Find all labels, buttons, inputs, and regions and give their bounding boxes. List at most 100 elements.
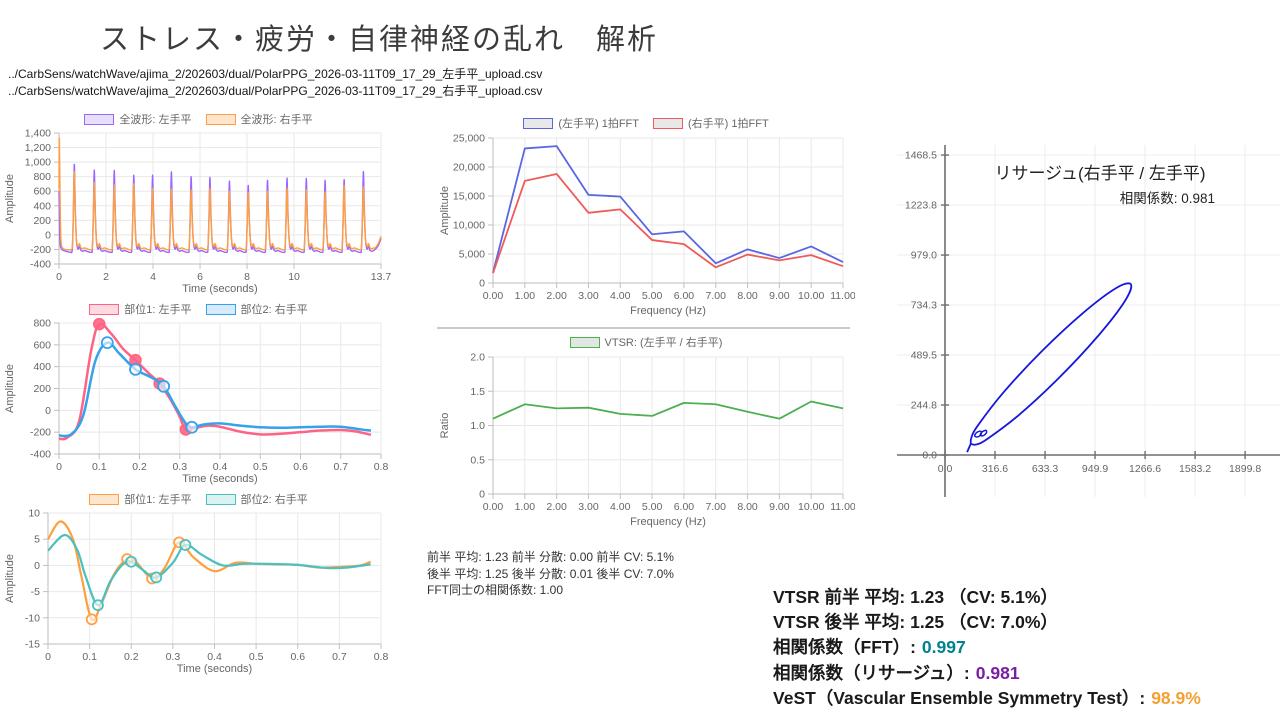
legend-item[interactable]: 部位2: 右手平 — [205, 301, 308, 317]
svg-text:7.00: 7.00 — [706, 501, 727, 513]
legend-label: (右手平) 1拍FFT — [688, 118, 769, 130]
vtsr-stats-text: 前半 平均: 1.23 前半 分散: 0.00 前半 CV: 5.1% 後半 平… — [427, 549, 674, 599]
svg-text:5.00: 5.00 — [642, 501, 663, 513]
legend-swatch — [205, 493, 236, 505]
legend-swatch — [569, 336, 600, 348]
lissajous-chart: 0.0 316.6 633.3 949.9 1266.6 1583.2 1899.8 0.0 2… — [897, 145, 1280, 497]
summary-panel: VTSR 前半 平均: 1.23 （CV: 5.1%） VTSR 後半 平均: … — [773, 585, 1201, 711]
svg-text:Time (seconds): Time (seconds) — [177, 663, 252, 675]
svg-text:0: 0 — [45, 229, 51, 241]
file-paths: ../CarbSens/watchWave/ajima_2/202603/dua… — [8, 66, 542, 100]
svg-text:11.00: 11.00 — [830, 290, 855, 302]
svg-text:1899.8: 1899.8 — [1229, 463, 1261, 475]
single-beat-legend: 部位1: 左手平 部位2: 右手平 — [2, 300, 395, 318]
svg-text:5.00: 5.00 — [642, 290, 663, 302]
svg-text:800: 800 — [33, 171, 51, 183]
svg-text:0: 0 — [56, 461, 62, 473]
svg-text:Frequency (Hz): Frequency (Hz) — [630, 516, 706, 528]
svg-text:0.3: 0.3 — [172, 461, 187, 473]
full-waveform-plot: -400 -200 0 200 400 600 800 1,000 1,200 1,400 0 2 4 6… — [4, 128, 392, 295]
svg-text:0.4: 0.4 — [207, 651, 222, 663]
svg-text:200: 200 — [33, 215, 51, 227]
full-waveform-legend: 全波形: 左手平 全波形: 右手平 — [2, 110, 395, 128]
legend-item[interactable]: (左手平) 1拍FFT — [523, 115, 639, 131]
svg-text:1.5: 1.5 — [470, 386, 485, 398]
summary-vtsr-second-half: VTSR 後半 平均: 1.25 （CV: 7.0%） — [773, 612, 1058, 633]
svg-text:3.00: 3.00 — [578, 501, 599, 513]
svg-text:0.7: 0.7 — [333, 461, 348, 473]
svg-text:0.6: 0.6 — [293, 461, 308, 473]
derivative-legend: 部位1: 左手平 部位2: 右手平 — [2, 490, 395, 508]
lissajous-title: リサージュ(右手平 / 左手平) — [994, 164, 1206, 183]
svg-text:400: 400 — [33, 200, 51, 212]
svg-text:0.3: 0.3 — [166, 651, 181, 663]
svg-text:7.00: 7.00 — [706, 290, 727, 302]
svg-text:0.0: 0.0 — [922, 450, 937, 462]
svg-text:400: 400 — [33, 361, 51, 373]
lissajous-plot: 0.0 316.6 633.3 949.9 1266.6 1583.2 1899.8 0.0 2… — [897, 145, 1280, 497]
fft-legend: (左手平) 1拍FFT (右手平) 1拍FFT — [437, 114, 855, 132]
svg-text:244.8: 244.8 — [911, 399, 937, 411]
legend-item[interactable]: 全波形: 左手平 — [84, 111, 192, 127]
legend-label: 部位2: 右手平 — [240, 494, 308, 506]
svg-text:2.00: 2.00 — [546, 290, 567, 302]
svg-text:-200: -200 — [30, 244, 51, 256]
legend-swatch — [84, 113, 115, 125]
svg-text:4: 4 — [150, 271, 156, 283]
legend-item[interactable]: (右手平) 1拍FFT — [653, 115, 769, 131]
svg-text:Ratio: Ratio — [439, 413, 451, 439]
svg-text:1,200: 1,200 — [25, 142, 51, 154]
svg-text:Time (seconds): Time (seconds) — [182, 473, 257, 485]
svg-text:4.00: 4.00 — [610, 290, 631, 302]
svg-text:8: 8 — [244, 271, 250, 283]
svg-text:949.9: 949.9 — [1082, 463, 1108, 475]
svg-text:2: 2 — [103, 271, 109, 283]
svg-text:13.7: 13.7 — [371, 271, 392, 283]
svg-text:9.00: 9.00 — [769, 290, 790, 302]
svg-text:0.1: 0.1 — [82, 651, 97, 663]
fft-chart: (左手平) 1拍FFT (右手平) 1拍FFT 0 5,000 10,000 15,00… — [437, 114, 855, 319]
summary-corr-fft: 相関係数（FFT）: 0.997 — [773, 637, 966, 658]
legend-swatch — [523, 117, 554, 129]
section-divider — [437, 327, 850, 329]
svg-text:-200: -200 — [30, 427, 51, 439]
legend-item[interactable]: 部位1: 左手平 — [89, 491, 192, 507]
legend-item[interactable]: 部位1: 左手平 — [89, 301, 192, 317]
svg-text:9.00: 9.00 — [769, 501, 790, 513]
svg-text:8.00: 8.00 — [737, 501, 758, 513]
summary-vest: VeST（Vascular Ensemble Symmetry Test）: 98… — [773, 687, 1201, 708]
legend-swatch — [653, 117, 683, 129]
svg-text:6: 6 — [197, 271, 203, 283]
svg-text:489.5: 489.5 — [911, 350, 937, 362]
summary-corr-lissajous: 相関係数（リサージュ）: 0.981 — [773, 662, 1020, 683]
legend-item[interactable]: 部位2: 右手平 — [205, 491, 308, 507]
svg-text:0.8: 0.8 — [374, 461, 389, 473]
legend-label: 部位1: 左手平 — [124, 494, 192, 506]
svg-text:Time (seconds): Time (seconds) — [182, 283, 257, 295]
svg-text:3.00: 3.00 — [578, 290, 599, 302]
svg-text:633.3: 633.3 — [1032, 463, 1058, 475]
legend-swatch — [205, 113, 236, 125]
svg-text:11.00: 11.00 — [830, 501, 855, 513]
vtsr-plot: 0 0.5 1.0 1.5 2.0 0.00 1.00 2.00 3.00 4.00 5.00 6.0… — [439, 352, 855, 529]
legend-item[interactable]: VTSR: (左手平 / 右手平) — [569, 334, 722, 350]
svg-text:10: 10 — [28, 508, 40, 520]
svg-text:0.5: 0.5 — [249, 651, 264, 663]
legend-label: 全波形: 左手平 — [119, 114, 192, 126]
svg-text:1.0: 1.0 — [470, 420, 485, 432]
svg-text:0.4: 0.4 — [213, 461, 228, 473]
svg-text:1223.8: 1223.8 — [905, 200, 937, 212]
svg-text:10,000: 10,000 — [453, 220, 485, 232]
svg-text:1468.5: 1468.5 — [905, 150, 937, 162]
single-beat-chart: 部位1: 左手平 部位2: 右手平 -400 -200 0 200 400 600 800 0 0… — [2, 300, 395, 487]
svg-text:0.1: 0.1 — [92, 461, 107, 473]
svg-text:1583.2: 1583.2 — [1179, 463, 1211, 475]
svg-text:600: 600 — [33, 186, 51, 198]
vtsr-legend: VTSR: (左手平 / 右手平) — [437, 333, 855, 351]
svg-text:Amplitude: Amplitude — [439, 186, 451, 235]
svg-text:200: 200 — [33, 383, 51, 395]
single-beat-plot: -400 -200 0 200 400 600 800 0 0.1 0.2 0.3 0.4 0.5 0.6… — [4, 318, 389, 485]
svg-text:316.6: 316.6 — [982, 463, 1008, 475]
legend-item[interactable]: 全波形: 右手平 — [205, 111, 313, 127]
